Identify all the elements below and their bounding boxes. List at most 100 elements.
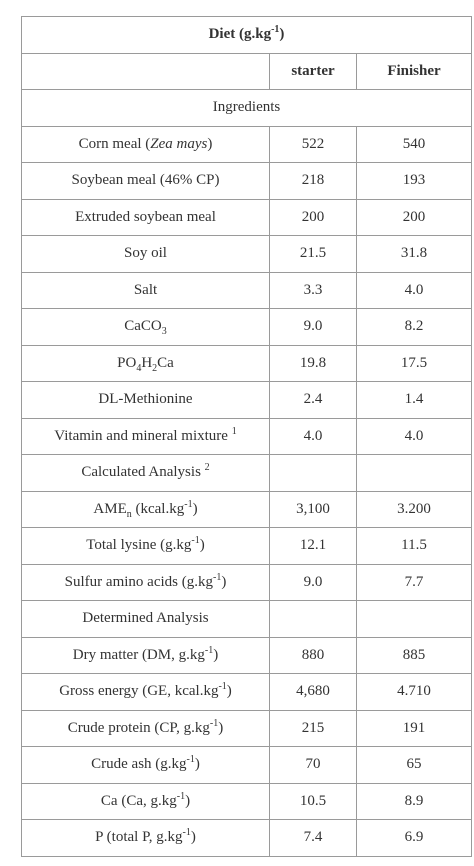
label-part: CaCO — [124, 318, 162, 335]
label-part: -1 — [209, 717, 219, 729]
label-part: -1 — [191, 535, 200, 547]
row-label: Dry matter (DM, g.kg-1) — [21, 636, 270, 674]
table-title: Diet (g.kg-1) — [21, 16, 472, 54]
header-cell: starter — [269, 52, 357, 90]
value-cell: 3.3 — [269, 271, 357, 309]
row-label: Total lysine (g.kg-1) — [21, 527, 270, 565]
label-part: ) — [199, 537, 205, 554]
table-row: P (total P, g.kg-1) 7.4 6.9 — [21, 819, 472, 857]
value-cell: 218 — [269, 162, 357, 200]
label-part: 4 — [136, 362, 142, 374]
label-part: -1 — [182, 827, 191, 839]
label-part: (kcal.kg — [131, 500, 185, 517]
row-label: Soybean meal (46% CP) — [21, 162, 270, 200]
label-part: Total lysine (g.kg — [86, 537, 192, 554]
table-row: AMEn (kcal.kg-1) 3,100 3.200 — [21, 490, 472, 528]
table-row: CaCO3 9.0 8.2 — [21, 308, 472, 346]
label-part: Sulfur amino acids (g.kg — [64, 573, 213, 590]
label-part: Ca — [157, 354, 174, 371]
section-cell: Ingredients — [21, 89, 472, 127]
value-cell: 7.7 — [356, 563, 472, 601]
table-row: Total lysine (g.kg-1) 12.1 11.5 — [21, 527, 472, 565]
value-cell: 193 — [356, 162, 472, 200]
table-body: Diet (g.kg-1) starter Finisher Ingredient… — [21, 16, 472, 857]
value-cell: 1.4 — [356, 381, 472, 419]
label-part: 2 — [152, 362, 158, 374]
label-part: Gross energy (GE, kcal.kg — [59, 683, 219, 700]
value-cell: 4.710 — [356, 673, 472, 711]
value-cell: 8.2 — [356, 308, 472, 346]
row-label: Crude protein (CP, g.kg-1) — [21, 709, 270, 747]
value-cell: 70 — [269, 746, 357, 784]
label-part: Ca (Ca, g.kg — [100, 792, 177, 809]
table-row: Ca (Ca, g.kg-1) 10.5 8.9 — [21, 782, 472, 820]
table-row: Ingredients — [21, 89, 472, 127]
label-part: Corn meal ( — [78, 135, 151, 152]
value-cell: 191 — [356, 709, 472, 747]
table-row: Extruded soybean meal 200 200 — [21, 198, 472, 236]
empty-cell — [269, 600, 357, 638]
title-row: Diet (g.kg-1) — [21, 16, 472, 54]
label-part: 1 — [231, 425, 237, 437]
label-part: ) — [190, 829, 196, 846]
label-part: Vitamin and mineral mixture — [54, 427, 232, 444]
row-label: P (total P, g.kg-1) — [21, 819, 270, 857]
value-cell: 31.8 — [356, 235, 472, 273]
row-label: Vitamin and mineral mixture 1 — [21, 417, 270, 455]
table-row: Dry matter (DM, g.kg-1) 880 885 — [21, 636, 472, 674]
value-cell: 9.0 — [269, 563, 357, 601]
table-row: Calculated Analysis 2 — [21, 454, 472, 492]
value-cell: 17.5 — [356, 344, 472, 382]
title-text: Diet (g.kg — [208, 26, 272, 43]
value-cell: 10.5 — [269, 782, 357, 820]
label-part: ) — [218, 719, 224, 736]
section-cell: Calculated Analysis 2 — [21, 454, 270, 492]
table-row: Vitamin and mineral mixture 1 4.0 4.0 — [21, 417, 472, 455]
title-sup: -1 — [271, 24, 280, 36]
label-part: 2 — [204, 462, 210, 474]
row-label: Crude ash (g.kg-1) — [21, 746, 270, 784]
value-cell: 9.0 — [269, 308, 357, 346]
label-part: Zea mays — [150, 135, 208, 152]
label-part: ) — [221, 573, 227, 590]
row-label: Sulfur amino acids (g.kg-1) — [21, 563, 270, 601]
label-part: n — [126, 508, 132, 520]
row-label: Extruded soybean meal — [21, 198, 270, 236]
value-cell: 3.200 — [356, 490, 472, 528]
value-cell: 200 — [269, 198, 357, 236]
row-label: Corn meal (Zea mays) — [21, 125, 270, 163]
header-row: starter Finisher — [21, 52, 472, 90]
title-text: ) — [279, 26, 285, 43]
section-cell: Determined Analysis — [21, 600, 270, 638]
value-cell: 215 — [269, 709, 357, 747]
label-part: -1 — [212, 571, 222, 583]
label-part: ) — [194, 756, 200, 773]
row-label: DL-Methionine — [21, 381, 270, 419]
value-cell: 11.5 — [356, 527, 472, 565]
row-label: CaCO3 — [21, 308, 270, 346]
value-cell: 200 — [356, 198, 472, 236]
table-row: Crude protein (CP, g.kg-1) 215 191 — [21, 709, 472, 747]
value-cell: 65 — [356, 746, 472, 784]
value-cell: 4,680 — [269, 673, 357, 711]
value-cell: 3,100 — [269, 490, 357, 528]
value-cell: 21.5 — [269, 235, 357, 273]
row-label: Ca (Ca, g.kg-1) — [21, 782, 270, 820]
table-row: Soybean meal (46% CP) 218 193 — [21, 162, 472, 200]
value-cell: 4.0 — [356, 417, 472, 455]
row-label: Gross energy (GE, kcal.kg-1) — [21, 673, 270, 711]
row-label: Soy oil — [21, 235, 270, 273]
label-part: Dry matter (DM, g.kg — [72, 646, 205, 663]
label-part: H — [141, 354, 153, 371]
header-cell — [21, 52, 270, 90]
value-cell: 4.0 — [356, 271, 472, 309]
value-cell: 880 — [269, 636, 357, 674]
value-cell: 8.9 — [356, 782, 472, 820]
label-part: ) — [207, 135, 213, 152]
label-part: ) — [192, 500, 198, 517]
label-part: Calculated Analysis — [81, 464, 205, 481]
table-row: Gross energy (GE, kcal.kg-1) 4,680 4.710 — [21, 673, 472, 711]
table-row: Sulfur amino acids (g.kg-1) 9.0 7.7 — [21, 563, 472, 601]
label-part: -1 — [176, 790, 186, 802]
